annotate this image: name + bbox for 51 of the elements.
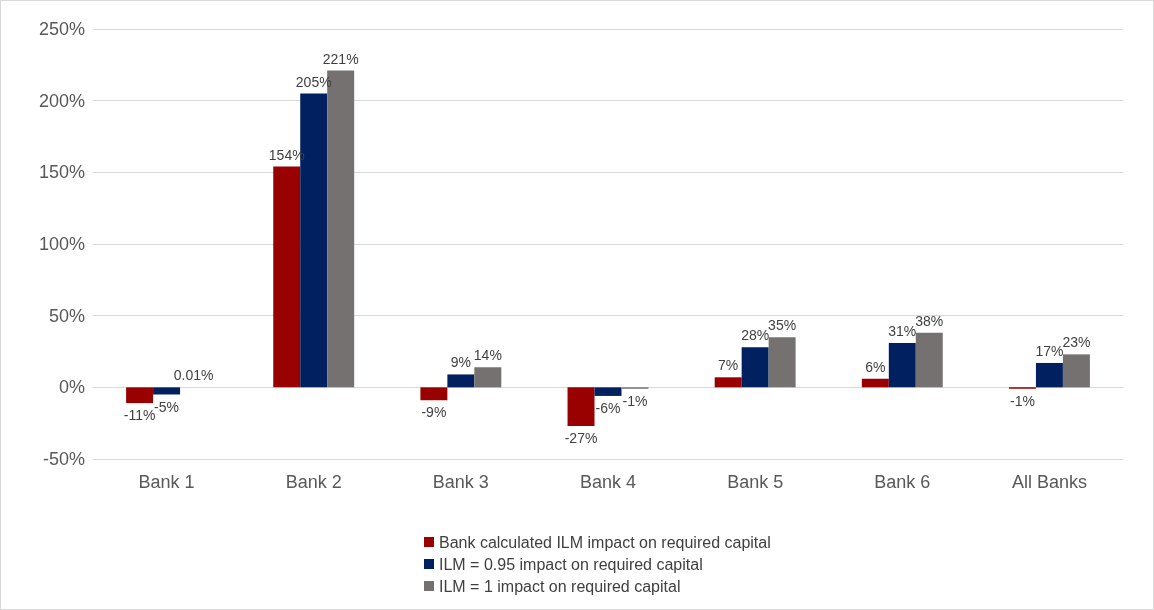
bar xyxy=(594,387,622,396)
y-tick-label: 150% xyxy=(38,162,85,183)
x-tick-label: Bank 4 xyxy=(579,472,637,492)
bar xyxy=(714,377,742,388)
data-label: 6% xyxy=(865,358,886,375)
y-tick-label: 200% xyxy=(38,90,85,111)
data-label: -1% xyxy=(622,392,648,409)
data-label: -27% xyxy=(564,430,598,447)
data-label: 23% xyxy=(1062,334,1091,351)
data-label: 31% xyxy=(888,322,917,339)
y-tick-label: 100% xyxy=(38,234,85,254)
bar xyxy=(153,387,181,395)
y-tick-label: -50% xyxy=(42,449,85,469)
bar xyxy=(474,367,502,388)
data-label: 17% xyxy=(1035,342,1064,359)
legend-label: ILM = 1 impact on required capital xyxy=(439,577,681,595)
bar xyxy=(567,387,595,427)
y-tick-label: 250% xyxy=(38,19,85,39)
x-tick-label: Bank 2 xyxy=(285,472,342,492)
bar xyxy=(861,378,889,388)
data-label: 7% xyxy=(718,357,739,374)
data-label: 14% xyxy=(473,347,502,364)
bar xyxy=(1062,354,1090,388)
data-label: 221% xyxy=(322,50,359,67)
bar xyxy=(1035,362,1063,388)
data-label: -5% xyxy=(154,398,180,415)
bar xyxy=(126,387,154,404)
bar xyxy=(447,374,475,388)
bar xyxy=(888,342,916,388)
y-tick-label: 0% xyxy=(58,377,85,398)
data-label: 0.01% xyxy=(173,367,214,384)
bar xyxy=(420,387,448,401)
data-label: -1% xyxy=(1010,392,1035,409)
bar xyxy=(915,332,943,388)
x-tick-label: Bank 6 xyxy=(874,472,931,492)
legend-label: ILM = 0.95 impact on required capital xyxy=(439,555,703,573)
data-label: 9% xyxy=(450,354,471,371)
data-label: -6% xyxy=(595,399,621,416)
x-tick-label: Bank 1 xyxy=(138,472,195,492)
bar xyxy=(741,347,769,388)
data-label: -9% xyxy=(421,404,447,421)
legend-label: Bank calculated ILM impact on required capital xyxy=(439,533,771,551)
data-label: -11% xyxy=(123,407,156,424)
x-tick-label: Bank 3 xyxy=(432,472,489,492)
y-tick-label: 50% xyxy=(48,305,85,326)
bar xyxy=(273,166,301,388)
bar xyxy=(768,337,796,388)
x-tick-label: All Banks xyxy=(1011,472,1087,492)
data-label: 35% xyxy=(768,317,797,334)
x-tick-label: Bank 5 xyxy=(727,472,784,492)
data-label: 38% xyxy=(915,312,944,329)
